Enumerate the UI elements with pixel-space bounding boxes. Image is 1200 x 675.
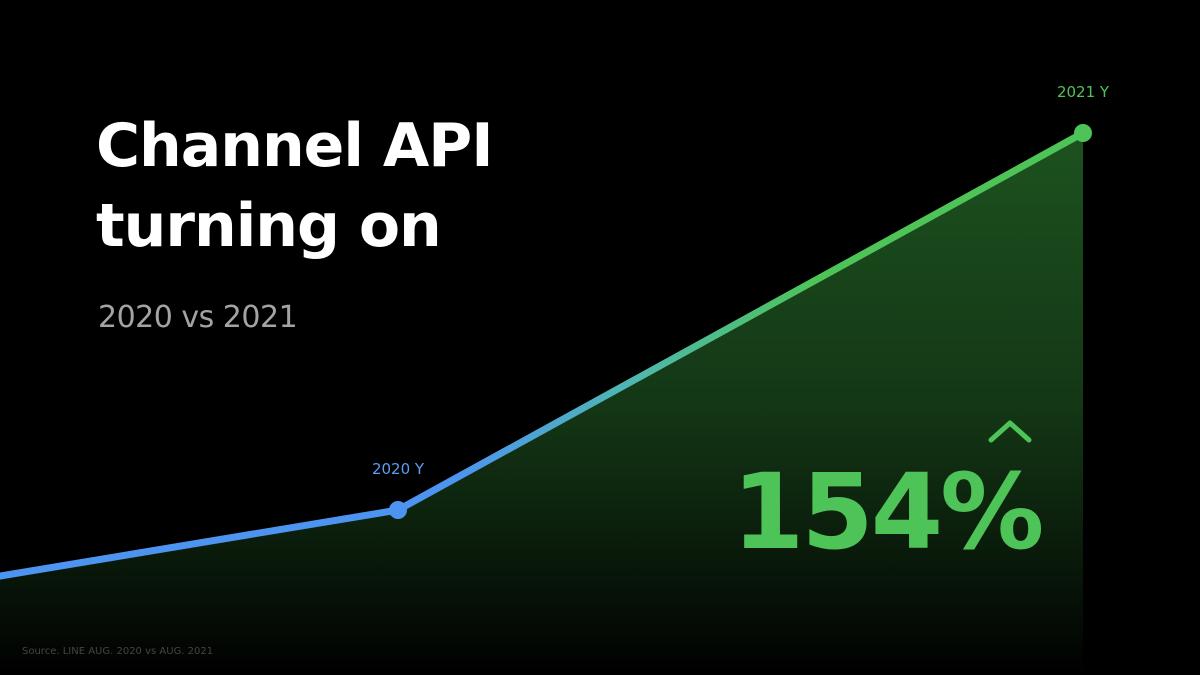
data-point-2020 (389, 501, 407, 519)
subtitle: 2020 vs 2021 (98, 300, 298, 335)
page-title: Channel API turning on (96, 106, 656, 266)
title-line-1: Channel API (96, 111, 494, 181)
source-note: Source. LINE AUG. 2020 vs AUG. 2021 (22, 646, 214, 657)
area-fill (0, 133, 1083, 675)
title-line-2: turning on (96, 191, 442, 261)
caret-up-icon (988, 420, 1032, 443)
data-point-2021 (1074, 124, 1092, 142)
data-label-2021: 2021 Y (1057, 83, 1110, 101)
data-label-2020: 2020 Y (372, 460, 425, 478)
growth-percentage: 154% (732, 451, 1044, 573)
